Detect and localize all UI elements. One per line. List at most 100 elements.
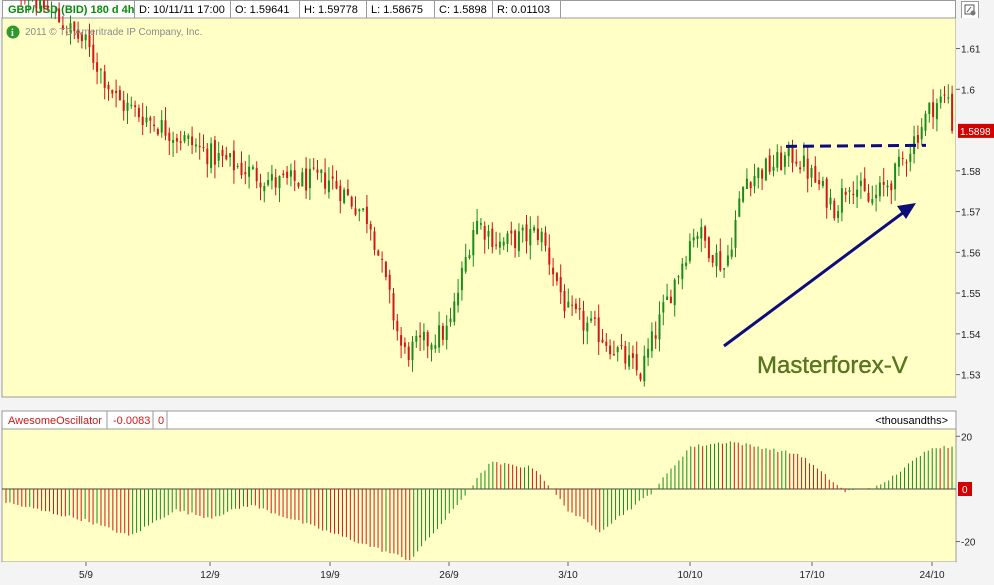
candle-body <box>324 172 327 189</box>
info-icon[interactable]: i <box>6 25 20 40</box>
candle-body <box>259 182 262 188</box>
candle-body <box>335 180 338 189</box>
candle-body <box>479 223 482 225</box>
candle-body <box>628 355 631 367</box>
candle-body <box>58 8 61 23</box>
candle-body <box>498 241 501 248</box>
candle-body <box>39 0 42 9</box>
candle-body <box>248 166 251 177</box>
candle-body <box>422 331 425 341</box>
oscillator-panel[interactable] <box>1 428 957 563</box>
candle-body <box>886 185 889 188</box>
candle-body <box>932 102 935 118</box>
oscillator-name[interactable]: AwesomeOscillator <box>8 415 102 427</box>
price-panel[interactable] <box>1 17 957 398</box>
candle-body <box>350 196 353 207</box>
candle-body <box>730 249 733 257</box>
candle-body <box>434 345 437 349</box>
candle-body <box>362 208 365 210</box>
candle-body <box>517 231 520 252</box>
candle-body <box>240 162 243 176</box>
candle-body <box>400 335 403 346</box>
resistance-line <box>785 143 927 148</box>
time-tick-label: 10/10 <box>677 570 702 581</box>
candle-body <box>384 261 387 278</box>
candle-body <box>232 150 235 171</box>
candle-body <box>274 177 277 188</box>
svg-text:i: i <box>11 28 14 39</box>
candle-body <box>723 268 726 270</box>
time-tick-label: 17/10 <box>799 570 824 581</box>
candle-body <box>510 230 513 234</box>
range-readout: R: 0.01103 <box>497 4 551 16</box>
candle-body <box>814 166 817 183</box>
candle-body <box>654 335 657 339</box>
candle-body <box>666 296 669 300</box>
candle-body <box>267 180 270 185</box>
candle-body <box>514 230 517 249</box>
candle-body <box>669 296 672 303</box>
candle-body <box>700 227 703 239</box>
candle-body <box>134 105 137 108</box>
candle-body <box>650 331 653 352</box>
candle-body <box>460 267 463 291</box>
candle-body <box>776 152 779 168</box>
candle-body <box>837 210 840 219</box>
candle-body <box>707 237 710 259</box>
candle-body <box>77 31 80 39</box>
chart-settings-icon[interactable] <box>961 1 979 19</box>
oscillator-zero-value: 0 <box>158 415 164 427</box>
oscillator-units: <thousandths> <box>875 415 948 427</box>
candle-body <box>270 174 273 181</box>
candle-body <box>764 158 767 181</box>
time-tick-label: 12/9 <box>200 570 220 581</box>
candle-body <box>69 23 72 33</box>
candle-body <box>472 230 475 256</box>
candle-body <box>377 250 380 256</box>
candle-body <box>810 168 813 178</box>
candle-body <box>308 168 311 189</box>
candle-body <box>582 310 585 331</box>
time-tick-label: 3/10 <box>558 570 578 581</box>
candle-body <box>42 0 45 9</box>
candle-body <box>464 257 467 272</box>
price-chart-header: GBP/USD (BID) 180 d 4h D: 10/11/11 17:00… <box>2 0 956 18</box>
candle-body <box>419 335 422 338</box>
candle-body <box>217 153 220 161</box>
candle-body <box>312 167 315 169</box>
candle-body <box>164 120 167 136</box>
oscillator-tick-label: 20 <box>961 432 973 443</box>
candle-body <box>639 373 642 380</box>
candle-body <box>757 168 760 179</box>
candle-body <box>381 258 384 260</box>
candle-body <box>821 181 824 186</box>
candle-body <box>859 180 862 186</box>
time-tick-label: 5/9 <box>79 570 93 581</box>
candle-body <box>742 186 745 202</box>
candle-body <box>783 155 786 167</box>
candle-body <box>848 190 851 192</box>
last-price-tag: 1.5898 <box>958 123 994 138</box>
candle-body <box>156 129 159 135</box>
candle-body <box>601 339 604 343</box>
candle-body <box>635 354 638 371</box>
candle-body <box>168 132 171 141</box>
candle-body <box>685 262 688 266</box>
candle-body <box>445 325 448 341</box>
candle-body <box>643 355 646 382</box>
candle-body <box>61 25 64 30</box>
candle-body <box>141 116 144 126</box>
candle-body <box>198 146 201 148</box>
candle-body <box>358 209 361 212</box>
candle-body <box>251 166 254 169</box>
candle-body <box>802 155 805 167</box>
candle-body <box>833 200 836 219</box>
candle-body <box>263 186 266 192</box>
candle-body <box>403 342 406 347</box>
candle-body <box>491 228 494 248</box>
candle-body <box>533 227 536 231</box>
candle-body <box>704 226 707 241</box>
candle-body <box>916 134 919 143</box>
time-tick-label: 24/10 <box>919 570 944 581</box>
